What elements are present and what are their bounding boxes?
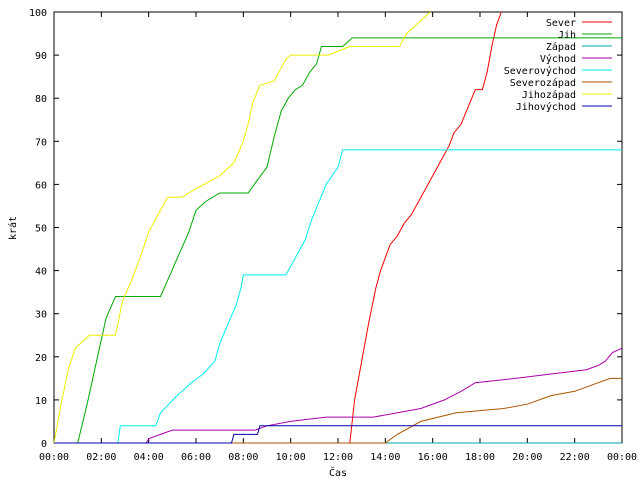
legend-label: Severozápad xyxy=(510,77,576,89)
y-tick-label: 100 xyxy=(29,8,47,19)
series-line-1 xyxy=(54,11,502,444)
legend-label: Jih xyxy=(558,30,576,41)
legend-label: Sever xyxy=(546,18,576,29)
x-tick-label: 04:00 xyxy=(134,452,164,463)
y-tick-label: 10 xyxy=(35,396,47,407)
legend-label: Jihozápad xyxy=(522,89,576,101)
y-tick-label: 40 xyxy=(35,267,47,278)
y-tick-label: 30 xyxy=(35,310,47,321)
y-tick-label: 20 xyxy=(35,353,47,364)
series-line-7 xyxy=(53,11,431,444)
legend-label: Východ xyxy=(540,53,576,65)
legend-label: Západ xyxy=(546,41,576,53)
legend-label: Severovýchod xyxy=(504,65,576,77)
y-tick-label: 50 xyxy=(35,224,47,235)
axis-ticks: 0 10 20 30 40 50 60 70 80 90 100 00:00 02:00 04:00 06:… xyxy=(29,8,637,463)
series-line-8 xyxy=(54,425,622,444)
x-tick-label: 14:00 xyxy=(370,452,400,463)
x-tick-label: 06:00 xyxy=(181,452,211,463)
series-lines xyxy=(53,11,623,444)
y-tick-label: 0 xyxy=(41,439,47,450)
y-axis-label: krát xyxy=(7,216,19,240)
x-tick-label: 22:00 xyxy=(560,452,590,463)
x-tick-label: 08:00 xyxy=(228,452,258,463)
legend-label: Jihovýchod xyxy=(516,101,576,113)
series-line-5 xyxy=(54,149,622,444)
y-tick-label: 70 xyxy=(35,137,47,148)
x-tick-label: 20:00 xyxy=(512,452,542,463)
x-tick-label: 02:00 xyxy=(86,452,116,463)
y-tick-label: 80 xyxy=(35,94,47,105)
x-tick-label: 18:00 xyxy=(465,452,495,463)
legend: SeverJihZápadVýchodSeverovýchodSeverozáp… xyxy=(504,18,612,113)
x-tick-label: 00:00 xyxy=(607,452,637,463)
x-tick-label: 12:00 xyxy=(323,452,353,463)
x-tick-label: 10:00 xyxy=(276,452,306,463)
x-tick-label: 16:00 xyxy=(418,452,448,463)
x-axis-label: Čas xyxy=(329,466,347,479)
series-line-4 xyxy=(54,347,623,444)
y-tick-label: 90 xyxy=(35,51,47,62)
x-tick-label: 00:00 xyxy=(39,452,69,463)
series-line-6 xyxy=(54,377,622,444)
y-tick-label: 60 xyxy=(35,180,47,191)
